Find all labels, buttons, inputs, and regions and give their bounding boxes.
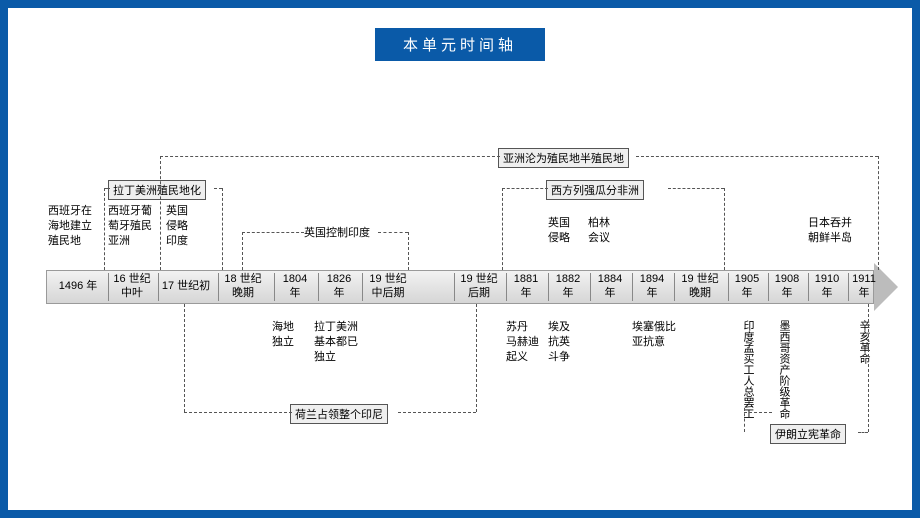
- timeline-separator: [590, 273, 591, 301]
- event-label-below: 海地 独立: [272, 320, 294, 350]
- connector-line: [502, 188, 548, 189]
- timeline-separator: [218, 273, 219, 301]
- connector-line: [408, 232, 409, 270]
- group-box: 荷兰占领整个印尼: [290, 404, 388, 424]
- connector-line: [214, 188, 222, 189]
- connector-line: [744, 412, 772, 413]
- timeline-separator: [318, 273, 319, 301]
- timeline-separator: [454, 273, 455, 301]
- group-box: 伊朗立宪革命: [770, 424, 846, 444]
- connector-line: [398, 412, 476, 413]
- timeline-separator: [848, 273, 849, 301]
- timeline-separator: [548, 273, 549, 301]
- timeline-separator: [808, 273, 809, 301]
- connector-line: [222, 188, 223, 270]
- connector-line: [378, 232, 408, 233]
- connector-line: [104, 188, 105, 270]
- event-label-above: 英国 侵略: [548, 216, 570, 246]
- timeline-tick: 1826 年: [318, 270, 360, 304]
- event-label-vertical: 墨西哥资产阶级革命: [776, 320, 790, 419]
- timeline-canvas: 1496 年16 世纪 中叶17 世纪初18 世纪 晚期1804 年1826 年…: [8, 8, 912, 510]
- connector-line: [878, 156, 879, 270]
- connector-line: [160, 156, 161, 270]
- group-box: 亚洲沦为殖民地半殖民地: [498, 148, 629, 168]
- timeline-tick: 1884 年: [590, 270, 630, 304]
- timeline-tick: 1910 年: [808, 270, 846, 304]
- event-label-below: 埃塞俄比 亚抗意: [632, 320, 676, 350]
- timeline-separator: [362, 273, 363, 301]
- timeline-separator: [674, 273, 675, 301]
- timeline-tick: 1905 年: [728, 270, 766, 304]
- event-label-below: 埃及 抗英 斗争: [548, 320, 570, 365]
- connector-line: [724, 188, 725, 270]
- timeline-separator: [728, 273, 729, 301]
- event-label-above: 日本吞并 朝鲜半岛: [808, 216, 852, 246]
- timeline-tick: 1908 年: [768, 270, 806, 304]
- timeline-tick: 17 世纪初: [158, 270, 214, 304]
- connector-line: [502, 188, 503, 270]
- event-label-above: 柏林 会议: [588, 216, 610, 246]
- event-label-below: 拉丁美洲 基本都已 独立: [314, 320, 358, 365]
- connector-line: [476, 304, 477, 412]
- group-box: 拉丁美洲殖民地化: [108, 180, 206, 200]
- event-label-above: 西班牙在 海地建立 殖民地: [48, 204, 92, 249]
- timeline-tick: 19 世纪 晚期: [674, 270, 726, 304]
- connector-line: [184, 304, 185, 412]
- timeline-tick: 1496 年: [50, 270, 106, 304]
- timeline-separator: [632, 273, 633, 301]
- event-label-above: 英国控制印度: [304, 226, 370, 241]
- event-label-above: 英国 侵略 印度: [166, 204, 188, 249]
- connector-line: [744, 408, 745, 432]
- event-label-above: 西班牙葡 萄牙殖民 亚洲: [108, 204, 152, 249]
- timeline-tick: 19 世纪 后期: [454, 270, 504, 304]
- connector-line: [160, 156, 500, 157]
- connector-line: [636, 156, 878, 157]
- timeline-tick: 1894 年: [632, 270, 672, 304]
- event-label-vertical: 印度孟买工人总罢工: [740, 320, 754, 419]
- timeline-tick: 1882 年: [548, 270, 588, 304]
- timeline-tick: 19 世纪 中后期: [362, 270, 414, 304]
- timeline-separator: [158, 273, 159, 301]
- timeline-tick: 1804 年: [274, 270, 316, 304]
- connector-line: [868, 304, 869, 432]
- timeline-separator: [274, 273, 275, 301]
- event-label-below: 苏丹 马赫迪 起义: [506, 320, 539, 365]
- timeline-tick: 16 世纪 中叶: [108, 270, 156, 304]
- slide-frame: 本单元时间轴 1496 年16 世纪 中叶17 世纪初18 世纪 晚期1804 …: [0, 0, 920, 518]
- timeline-tick: 18 世纪 晚期: [218, 270, 268, 304]
- timeline-separator: [108, 273, 109, 301]
- connector-line: [858, 432, 868, 433]
- timeline-separator: [768, 273, 769, 301]
- group-box: 西方列强瓜分非洲: [546, 180, 644, 200]
- connector-line: [242, 232, 243, 270]
- timeline-separator: [506, 273, 507, 301]
- connector-line: [184, 412, 292, 413]
- connector-line: [668, 188, 724, 189]
- timeline-tick: 1911 年: [848, 270, 880, 304]
- timeline-tick: 1881 年: [506, 270, 546, 304]
- connector-line: [242, 232, 304, 233]
